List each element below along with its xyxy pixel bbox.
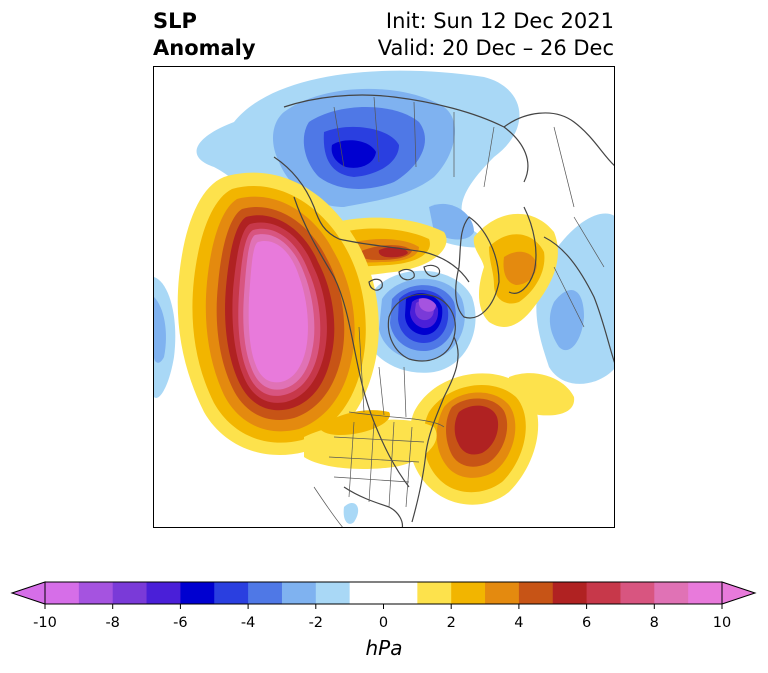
init-date: Init: Sun 12 Dec 2021: [385, 9, 614, 33]
colorbar-tick-label: 10: [712, 615, 732, 631]
colorbar-tick-label: -10: [33, 615, 57, 631]
colorbar-segment: [180, 582, 215, 604]
colorbar-segment: [654, 582, 689, 604]
colorbar-segment: [485, 582, 520, 604]
colorbar-segment: [146, 582, 181, 604]
colorbar-segment: [112, 582, 148, 604]
coastlines: [273, 94, 614, 527]
colorbar-segment: [248, 582, 283, 604]
colorbar-tick-label: 0: [378, 615, 389, 631]
colorbar-tick-label: -4: [240, 615, 256, 631]
colorbar-ticks: [44, 604, 723, 609]
colorbar-tick-label: -6: [173, 615, 188, 631]
colorbar-tick-label: 6: [581, 615, 592, 631]
north-atlantic-yellow: [473, 213, 575, 416]
colorbar-segments: [45, 582, 723, 604]
pacific-high: [177, 172, 379, 456]
colorbar-extend-low: [10, 581, 46, 605]
colorbar-segment: [45, 582, 80, 604]
colorbar-segment: [281, 582, 317, 604]
colorbar-segment: [620, 582, 655, 604]
colorbar-segment: [552, 582, 588, 604]
colorbar-segment: [78, 582, 114, 604]
variable-name: SLP: [153, 9, 197, 33]
colorbar-unit: hPa: [365, 636, 403, 660]
colorbar: [10, 581, 757, 609]
colorbar-tick-label: -8: [105, 615, 120, 631]
variable-qualifier: Anomaly: [153, 36, 256, 60]
colorbar-tick-label: 8: [649, 615, 659, 631]
colorbar-segment: [451, 582, 486, 604]
colorbar-tick-label: 4: [514, 615, 524, 631]
anomaly-map: [153, 66, 615, 528]
plot-title-left: SLP Anomaly: [153, 8, 256, 62]
colorbar-tick-label: 2: [446, 615, 456, 631]
colorbar-tick-label: -2: [308, 615, 324, 631]
colorbar-segment: [315, 582, 351, 604]
colorbar-segment: [417, 582, 452, 604]
valid-range: Valid: 20 Dec – 26 Dec: [377, 36, 614, 60]
colorbar-segment: [214, 582, 249, 604]
hudson-bay-low: [363, 270, 476, 373]
colorbar-extend-high: [721, 581, 757, 605]
colorbar-segment: [688, 582, 723, 604]
colorbar-segment: [349, 582, 384, 604]
plot-title-right: Init: Sun 12 Dec 2021 Valid: 20 Dec – 26…: [378, 8, 614, 62]
colorbar-segment: [383, 582, 418, 604]
negative-anomaly-strong: [303, 107, 425, 189]
colorbar-segment: [586, 582, 621, 604]
map-svg: [154, 67, 614, 527]
colorbar-segment: [518, 582, 554, 604]
west-atlantic-high: [409, 373, 539, 505]
political-borders: [313, 96, 605, 527]
